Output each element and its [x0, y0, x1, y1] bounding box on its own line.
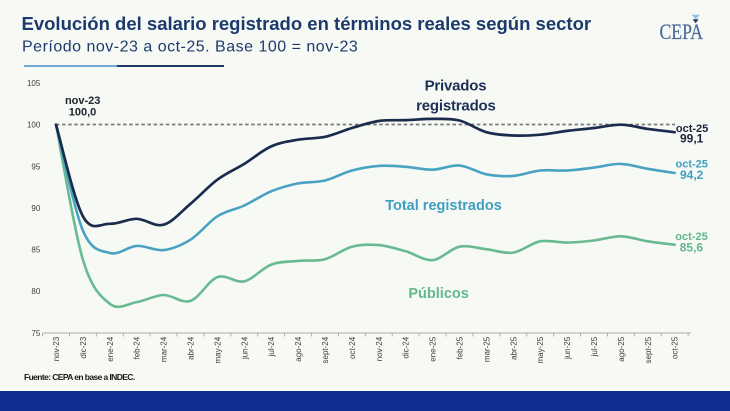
svg-text:jun-24: jun-24: [240, 336, 249, 360]
svg-text:oct-24: oct-24: [348, 336, 357, 359]
svg-text:90: 90: [31, 204, 40, 213]
svg-text:mar-24: mar-24: [160, 336, 169, 362]
svg-text:abr-24: abr-24: [187, 336, 196, 360]
svg-text:jul-24: jul-24: [267, 336, 276, 357]
svg-text:dic-23: dic-23: [79, 336, 88, 358]
svg-text:oct-25: oct-25: [676, 159, 708, 171]
svg-text:nov-23: nov-23: [52, 336, 61, 361]
svg-text:mar-25: mar-25: [482, 336, 491, 362]
svg-text:registrados: registrados: [416, 98, 496, 115]
svg-text:may-24: may-24: [213, 336, 222, 363]
svg-text:Fuente: CEPA en base a INDEC.: Fuente: CEPA en base a INDEC.: [24, 372, 135, 382]
svg-text:105: 105: [27, 79, 41, 88]
svg-text:ene-25: ene-25: [429, 336, 438, 361]
svg-text:oct-25: oct-25: [675, 231, 707, 243]
svg-text:sept-24: sept-24: [321, 336, 330, 363]
svg-text:80: 80: [31, 287, 40, 296]
svg-text:85: 85: [31, 246, 40, 255]
svg-text:100,0: 100,0: [69, 107, 97, 119]
svg-text:sept-25: sept-25: [644, 336, 653, 363]
svg-text:ago-24: ago-24: [294, 336, 303, 361]
svg-text:99,1: 99,1: [680, 132, 704, 146]
svg-text:100: 100: [27, 121, 41, 130]
svg-text:94,2: 94,2: [680, 168, 704, 182]
svg-text:abr-25: abr-25: [509, 336, 518, 360]
svg-text:95: 95: [31, 162, 40, 171]
svg-text:Total registrados: Total registrados: [385, 198, 502, 214]
svg-text:jul-25: jul-25: [590, 336, 599, 357]
svg-text:feb-25: feb-25: [456, 336, 465, 359]
svg-text:85,6: 85,6: [680, 241, 704, 255]
svg-text:nov-23: nov-23: [65, 95, 100, 107]
svg-text:Período nov-23 a oct-25. Base: Período nov-23 a oct-25. Base 100 = nov-…: [22, 39, 358, 56]
svg-text:Privados: Privados: [425, 78, 487, 95]
svg-text:ene-24: ene-24: [106, 336, 115, 361]
svg-text:75: 75: [31, 329, 40, 338]
svg-text:oct-25: oct-25: [671, 336, 680, 359]
svg-text:oct-25: oct-25: [676, 123, 708, 135]
svg-text:dic-24: dic-24: [402, 336, 411, 358]
svg-text:feb-24: feb-24: [133, 336, 142, 359]
svg-text:CEPA: CEPA: [660, 20, 704, 44]
svg-text:may-25: may-25: [536, 336, 545, 363]
svg-text:Públicos: Públicos: [408, 286, 468, 302]
svg-text:nov-24: nov-24: [375, 336, 384, 361]
svg-text:Evolución del salario registra: Evolución del salario registrado en térm…: [22, 13, 592, 34]
svg-text:ago-25: ago-25: [617, 336, 626, 361]
svg-text:jun-25: jun-25: [563, 336, 572, 360]
